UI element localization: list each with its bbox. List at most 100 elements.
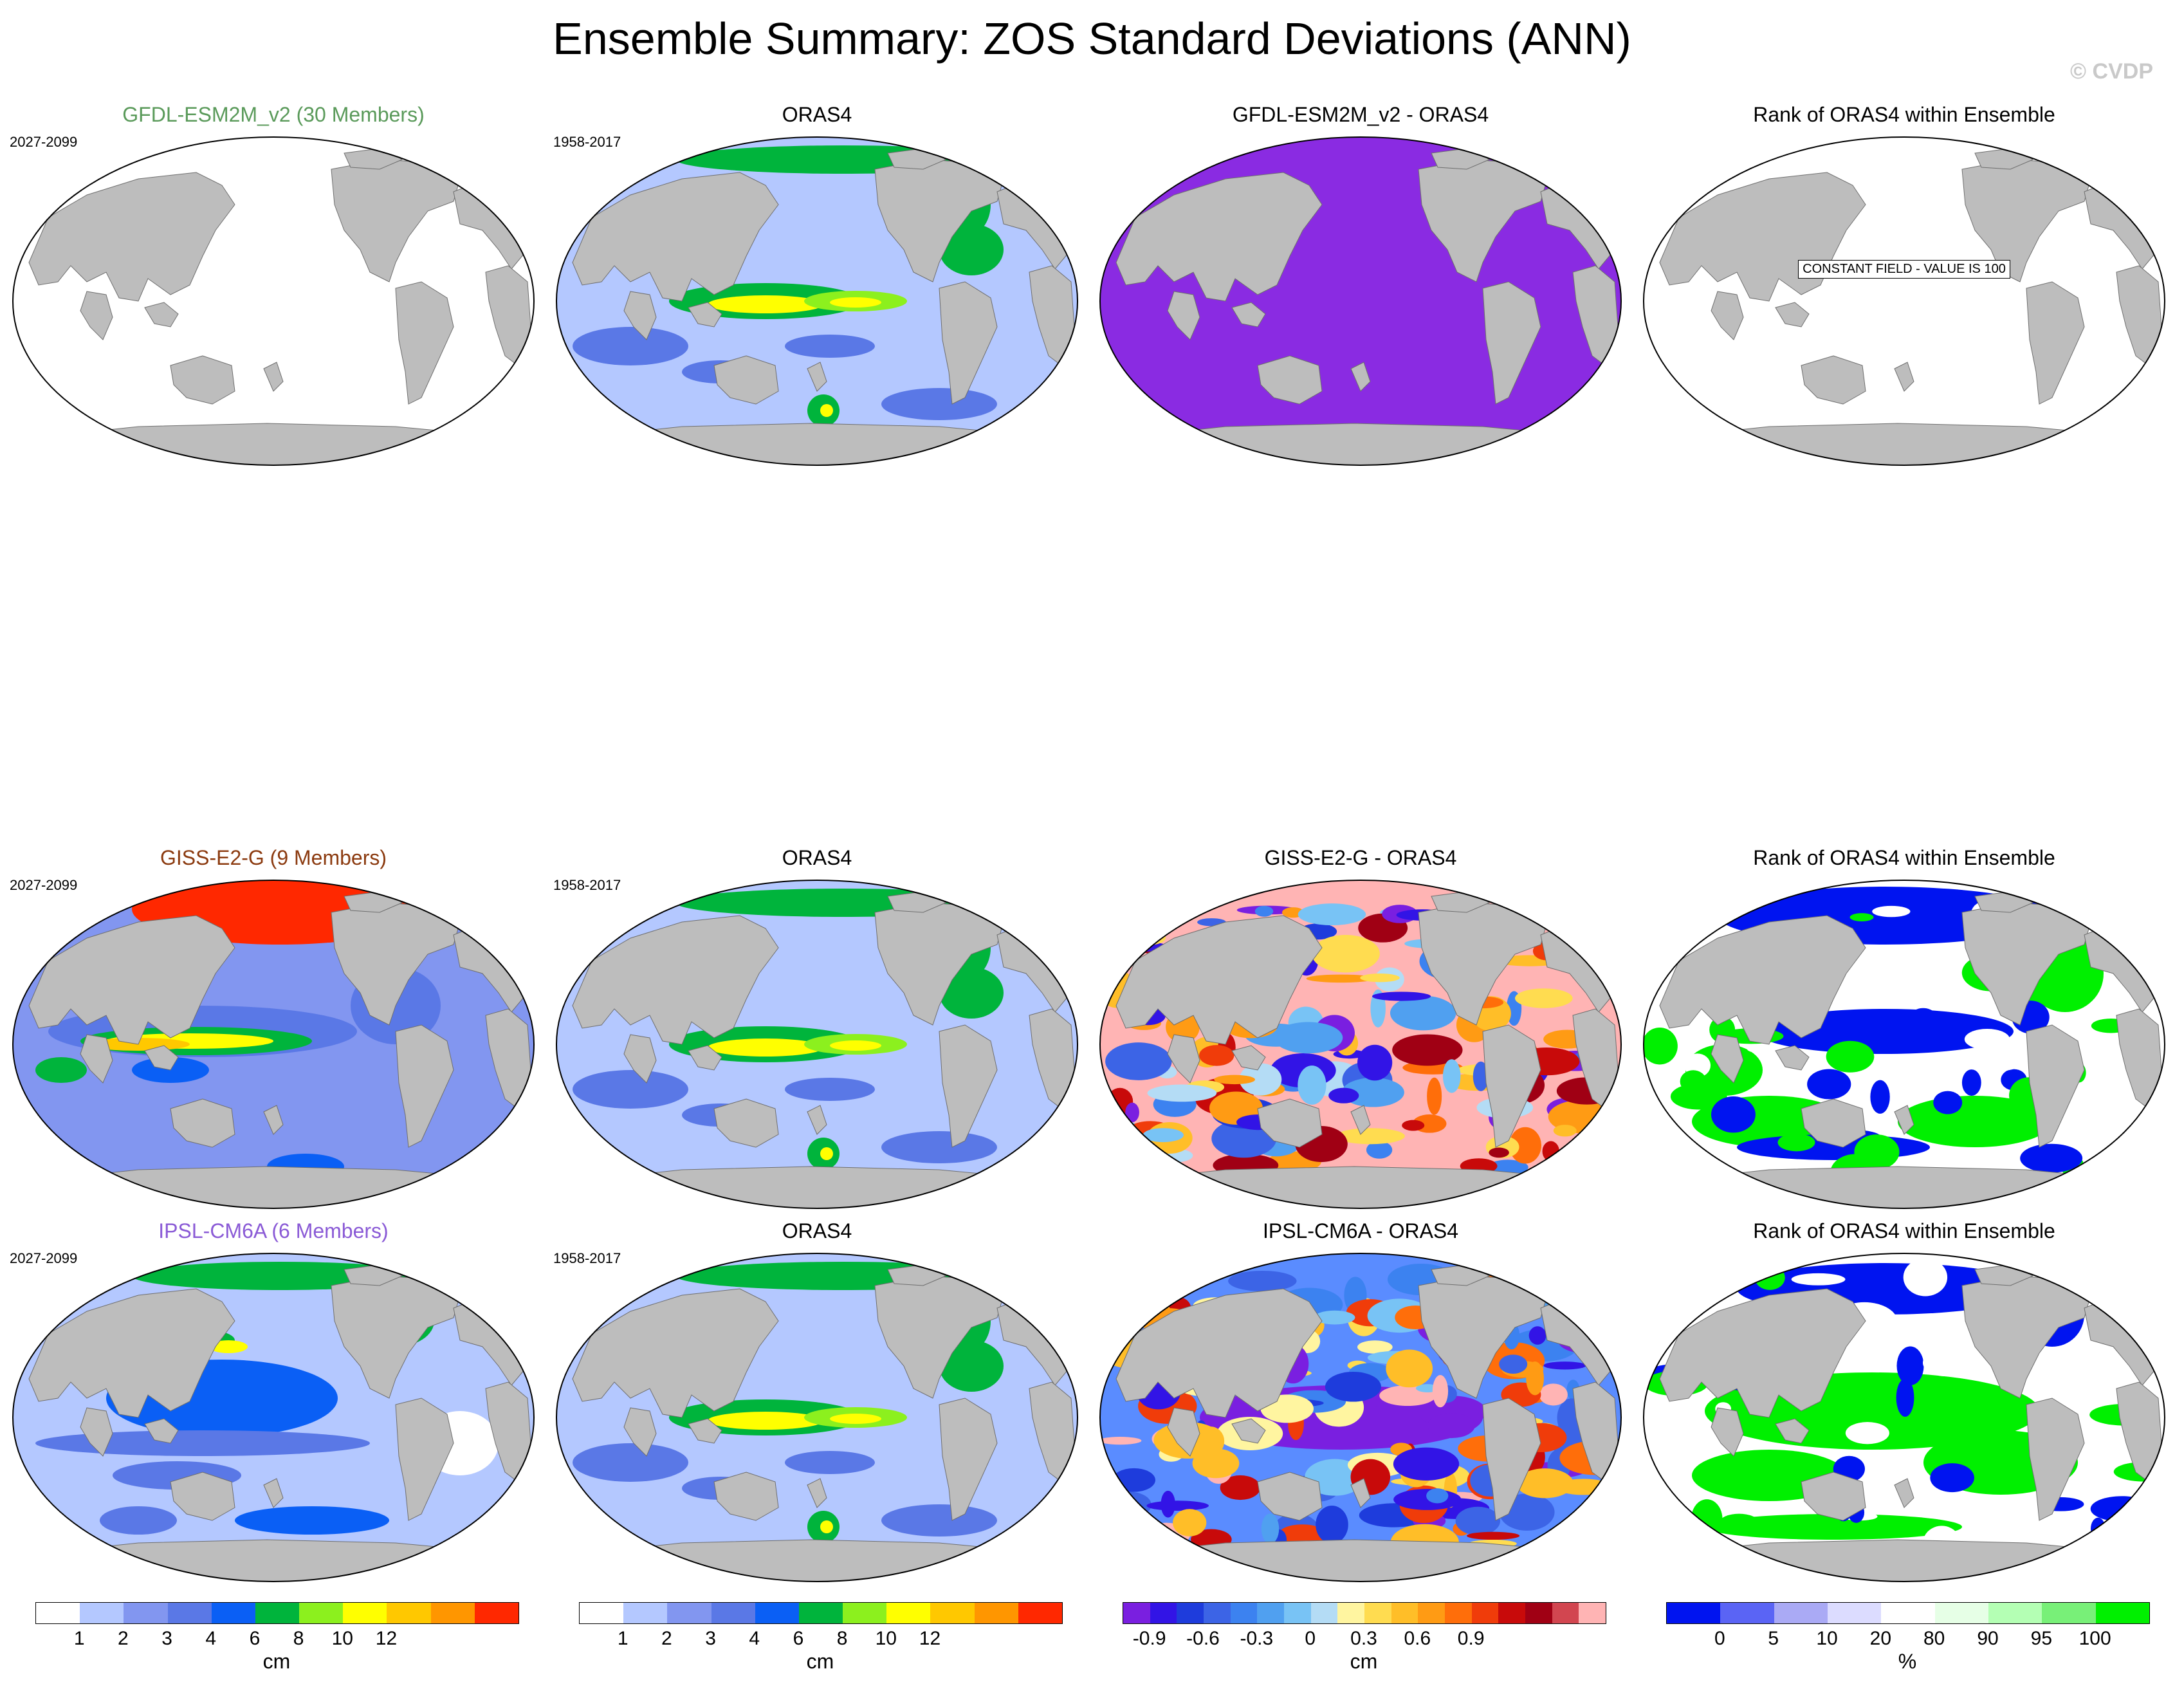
field-anomaly-patch <box>1747 1044 1766 1053</box>
field-anomaly-patch <box>1325 1371 1382 1402</box>
colorbar-unit: cm <box>1350 1650 1378 1673</box>
colorbar-tick-label: 0 <box>1714 1628 1725 1649</box>
field-anomaly-patch <box>1534 1286 1572 1296</box>
land-mass <box>1482 1398 1541 1521</box>
field-anomaly-patch <box>708 1038 823 1057</box>
land-mass <box>939 1398 998 1521</box>
field-anomaly-patch <box>1528 1326 1546 1345</box>
land-mass <box>713 355 779 405</box>
world-map <box>1643 1253 2165 1582</box>
colorbar-tick-label: 6 <box>249 1628 261 1649</box>
field-anomaly-patch <box>1826 1040 1875 1073</box>
field-anomaly-patch <box>830 1040 881 1051</box>
colorbar-swatch <box>299 1603 344 1623</box>
field-anomaly-patch <box>1311 935 1380 973</box>
map-panel: GISS-E2-G - ORAS4 <box>1097 846 1624 1209</box>
land-mass <box>1775 1418 1810 1444</box>
map-panel: GISS-E2-G (9 Members) 2027-2099 <box>10 846 537 1209</box>
colorbar-swatch <box>1525 1603 1552 1623</box>
map-outline <box>12 136 535 466</box>
field-anomaly-patch <box>1261 1513 1280 1544</box>
land-mass <box>80 291 113 340</box>
field-anomaly-patch <box>1791 1273 1846 1286</box>
colorbar-swatch <box>1498 1603 1525 1623</box>
land-mass <box>688 1418 722 1444</box>
land-mass <box>47 423 500 465</box>
land-mass <box>1894 1105 1914 1135</box>
colorbar-tick-label: 8 <box>293 1628 304 1649</box>
land-mass <box>1482 1024 1541 1148</box>
field-anomaly-patch <box>1542 1141 1559 1162</box>
colorbar-swatch <box>1177 1603 1204 1623</box>
colorbar-swatch <box>343 1603 387 1623</box>
land-mass <box>1257 1098 1323 1148</box>
field-anomaly-patch <box>1526 1361 1544 1396</box>
field-anomaly-patch <box>1314 1310 1355 1325</box>
field-anomaly-patch <box>1515 988 1573 1008</box>
field-anomaly-patch <box>1961 1069 1981 1096</box>
land-mass <box>1257 355 1323 405</box>
map-panel: Rank of ORAS4 within Ensemble CONSTANT FI… <box>1640 103 2168 466</box>
colorbar-swatch <box>1310 1603 1338 1623</box>
panel-period: 1958-2017 <box>553 877 621 893</box>
colorbar-tick-label: 95 <box>2030 1628 2053 1649</box>
field-anomaly-patch <box>1467 1531 1520 1540</box>
colorbar-swatch <box>1988 1603 2042 1623</box>
field-anomaly-patch <box>1644 1027 1678 1065</box>
land-mass <box>623 1034 657 1084</box>
land-mass <box>47 1539 500 1582</box>
map-panel: Rank of ORAS4 within Ensemble <box>1640 846 2168 1209</box>
field-anomaly-patch <box>881 1131 997 1163</box>
field-anomaly-patch <box>35 1057 87 1083</box>
field-anomaly-patch <box>573 1443 688 1482</box>
land-mass <box>395 1398 454 1521</box>
map-outline <box>1643 880 2165 1209</box>
colorbar-tick-label: 2 <box>118 1628 129 1649</box>
field-anomaly-patch <box>1489 1147 1509 1158</box>
colorbar-tick-label: 1 <box>73 1628 85 1649</box>
land-mass <box>623 291 657 340</box>
map-outline <box>1099 1253 1622 1582</box>
colorbar-swatch <box>211 1603 255 1623</box>
panel-period: 2027-2099 <box>10 134 78 150</box>
colorbar-swatch <box>80 1603 124 1623</box>
field-anomaly-patch <box>1516 1468 1574 1499</box>
field-anomaly-patch <box>1961 1116 2003 1132</box>
land-mass <box>1801 1098 1866 1148</box>
field-anomaly-patch <box>1101 909 1148 937</box>
land-mass <box>144 1045 179 1071</box>
world-map <box>1643 880 2165 1209</box>
land-mass <box>1659 915 1866 1045</box>
map-panel: Rank of ORAS4 within Ensemble <box>1640 1219 2168 1582</box>
field-anomaly-patch <box>1689 1444 1726 1456</box>
field-anomaly-patch <box>830 1414 881 1424</box>
field-anomaly-patch <box>1870 1080 1890 1114</box>
field-anomaly-patch <box>1254 905 1274 917</box>
field-anomaly-patch <box>1426 1488 1449 1504</box>
world-map <box>12 136 535 466</box>
field-anomaly-patch <box>1845 1422 1889 1444</box>
field-anomaly-patch <box>1199 1045 1234 1066</box>
colorbar-swatch <box>1337 1603 1364 1623</box>
land-mass <box>263 1105 284 1135</box>
colorbar-swatch <box>1827 1603 1882 1623</box>
land-mass <box>688 1045 722 1071</box>
land-mass <box>80 1407 113 1457</box>
land-mass <box>939 281 998 405</box>
colorbar-swatch <box>1720 1603 1774 1623</box>
field-anomaly-patch <box>1849 913 1874 921</box>
colorbar-swatch <box>1444 1603 1472 1623</box>
field-anomaly-patch <box>1657 1466 1691 1482</box>
colorbar-tick-label: 80 <box>1923 1628 1945 1649</box>
land-mass <box>1167 291 1200 340</box>
field-anomaly-patch <box>830 297 881 308</box>
field-anomaly-patch <box>1390 995 1456 1031</box>
colorbar-tick-label: 1 <box>617 1628 629 1649</box>
land-mass <box>1678 423 2131 465</box>
field-anomaly-patch <box>820 1520 833 1533</box>
field-anomaly-patch <box>1896 1346 1924 1385</box>
colorbar-swatch <box>1018 1603 1062 1623</box>
field-anomaly-patch <box>939 967 1004 1019</box>
colorbar-swatch <box>167 1603 212 1623</box>
field-anomaly-patch <box>1214 1075 1256 1085</box>
